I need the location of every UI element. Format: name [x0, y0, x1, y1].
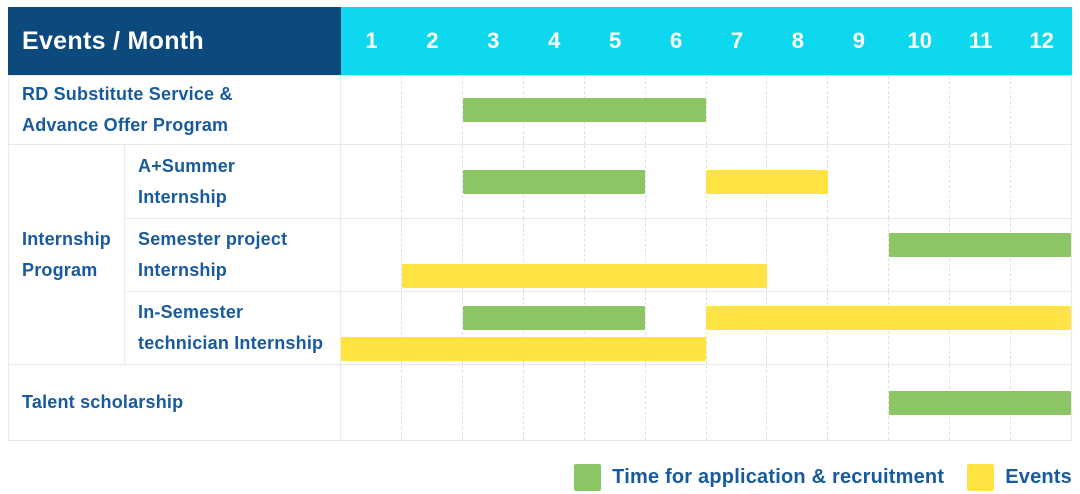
month-header-cell: 2	[426, 28, 439, 53]
month-cell	[585, 365, 646, 440]
group-internship-program: Internship Program A+Summer Internship S…	[9, 144, 1071, 364]
row-label-cell: A+Summer Internship	[125, 145, 341, 218]
month-header-cell: 11	[969, 28, 993, 53]
timeline-track	[341, 365, 1071, 440]
row-a-summer-internship: A+Summer Internship	[125, 145, 1071, 218]
month-header-cell: 9	[852, 28, 865, 53]
month-cell	[341, 365, 402, 440]
month-cell	[828, 365, 890, 440]
month-cell	[767, 76, 829, 144]
row-in-semester-technician-internship: In-Semester technician Internship	[125, 291, 1071, 364]
month-cell	[707, 76, 768, 144]
timeline-track	[341, 76, 1071, 144]
group-label: Internship Program	[22, 228, 112, 280]
month-cell	[828, 145, 890, 218]
month-cell	[341, 76, 402, 144]
gantt-bar-application	[462, 306, 646, 330]
gantt-bar-application	[462, 98, 706, 122]
month-header-cell: 10	[907, 28, 932, 53]
row-label-cell: RD Substitute Service & Advance Offer Pr…	[9, 76, 341, 144]
gantt-bar-application	[888, 390, 1071, 415]
month-cell	[646, 219, 707, 291]
row-label: In-Semester technician Internship	[138, 302, 324, 353]
month-header-cell: 1	[365, 28, 378, 53]
month-gridlines	[341, 76, 1071, 144]
timeline-track	[341, 292, 1071, 364]
gantt-bar-event	[341, 337, 706, 361]
month-cell	[585, 292, 646, 364]
table-header: Events / Month 1 2 3 4 5 6 7 8 9 10 11 12	[8, 7, 1072, 75]
row-label: RD Substitute Service & Advance Offer Pr…	[22, 84, 233, 135]
month-cell	[767, 145, 829, 218]
month-cell	[707, 219, 768, 291]
month-cell	[585, 219, 646, 291]
schedule-gantt-table: Events / Month 1 2 3 4 5 6 7 8 9 10 11 12 RD Substi…	[8, 7, 1072, 441]
month-cell	[402, 219, 463, 291]
row-label-cell: Semester project Internship	[125, 219, 341, 291]
month-cell	[341, 292, 402, 364]
month-header: 1 2 3 4 5 6 7 8 9 10 11 12	[341, 7, 1072, 75]
gantt-bar-event	[706, 306, 1071, 330]
row-talent-scholarship: Talent scholarship	[9, 364, 1071, 440]
month-cell	[1011, 76, 1071, 144]
month-cell	[646, 365, 707, 440]
month-cell	[707, 365, 768, 440]
month-cell	[402, 76, 463, 144]
month-cell	[463, 219, 524, 291]
row-label-cell: Talent scholarship	[9, 365, 341, 440]
month-cell	[341, 219, 402, 291]
month-cell	[828, 219, 890, 291]
gantt-bar-event	[401, 264, 767, 288]
gantt-bar-application	[888, 233, 1071, 257]
legend: Time for application & recruitment Event…	[574, 463, 1072, 491]
month-cell	[402, 365, 463, 440]
row-label: Talent scholarship	[22, 392, 184, 412]
legend-swatch-yellow	[967, 463, 995, 491]
month-header-cell: 12	[1029, 28, 1054, 53]
month-cell	[402, 145, 463, 218]
month-cell	[646, 76, 707, 144]
month-cell	[950, 76, 1012, 144]
month-header-cell: 6	[669, 28, 683, 53]
corner-header-cell: Events / Month	[8, 7, 341, 75]
month-header-cell: 7	[730, 28, 744, 53]
month-cell	[889, 145, 951, 218]
month-cell	[828, 76, 890, 144]
month-cell	[402, 292, 463, 364]
gantt-bar-event	[706, 169, 828, 194]
month-cell	[1011, 145, 1071, 218]
month-cell	[524, 219, 585, 291]
timeline-track	[341, 145, 1071, 218]
legend-item-application: Time for application & recruitment	[574, 463, 945, 491]
legend-label-events: Events	[1005, 465, 1072, 488]
month-cell	[341, 145, 402, 218]
corner-header-label: Events / Month	[22, 26, 204, 55]
month-cell	[767, 365, 829, 440]
month-cell	[767, 219, 829, 291]
gantt-bar-application	[462, 169, 646, 194]
row-label: Semester project Internship	[138, 229, 288, 280]
row-label: A+Summer Internship	[138, 155, 236, 207]
month-cell	[646, 145, 707, 218]
row-semester-project-internship: Semester project Internship	[125, 218, 1071, 291]
month-cell	[524, 365, 585, 440]
month-cell	[889, 76, 951, 144]
group-subrows: A+Summer Internship Semester project Int…	[125, 145, 1071, 364]
month-cell	[463, 365, 524, 440]
month-header-cell: 3	[487, 28, 500, 53]
month-header-cell: 4	[548, 28, 561, 53]
month-header-cell: 8	[791, 28, 805, 53]
legend-label-application: Time for application & recruitment	[612, 465, 945, 488]
row-label-cell: In-Semester technician Internship	[125, 292, 341, 364]
timeline-track	[341, 219, 1071, 291]
legend-swatch-green	[574, 463, 602, 491]
month-header-cell: 5	[609, 28, 622, 53]
group-label-cell: Internship Program	[9, 145, 125, 364]
legend-item-events: Events	[967, 463, 1072, 491]
row-rd-substitute-service: RD Substitute Service & Advance Offer Pr…	[9, 75, 1071, 144]
month-cell	[950, 145, 1012, 218]
